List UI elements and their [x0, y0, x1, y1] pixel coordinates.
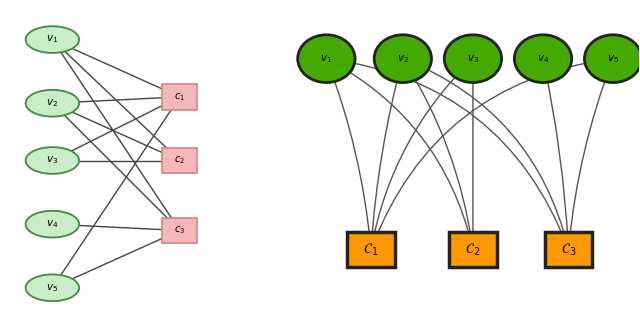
- FancyBboxPatch shape: [163, 148, 197, 173]
- FancyBboxPatch shape: [449, 232, 497, 267]
- FancyBboxPatch shape: [545, 232, 593, 267]
- Text: $\mathit{v}_3$: $\mathit{v}_3$: [467, 53, 479, 65]
- Text: $v_5$: $v_5$: [46, 282, 58, 294]
- Circle shape: [26, 211, 79, 238]
- Text: $v_1$: $v_1$: [46, 34, 58, 46]
- Text: $\mathit{v}_2$: $\mathit{v}_2$: [397, 53, 409, 65]
- Text: $\mathit{v}_1$: $\mathit{v}_1$: [320, 53, 332, 65]
- Text: $\mathit{v}_4$: $\mathit{v}_4$: [537, 53, 549, 65]
- FancyArrowPatch shape: [543, 61, 568, 247]
- FancyArrowPatch shape: [329, 59, 568, 247]
- Text: $v_4$: $v_4$: [46, 218, 58, 230]
- Ellipse shape: [298, 35, 355, 82]
- Text: $\mathcal{C}_1$: $\mathcal{C}_1$: [364, 241, 379, 258]
- Text: $v_2$: $v_2$: [46, 97, 58, 109]
- Text: $\mathcal{C}_3$: $\mathcal{C}_3$: [561, 241, 576, 258]
- FancyBboxPatch shape: [163, 218, 197, 243]
- Text: $c_1$: $c_1$: [174, 91, 186, 103]
- Ellipse shape: [515, 35, 572, 82]
- FancyBboxPatch shape: [347, 232, 395, 267]
- FancyArrowPatch shape: [329, 60, 472, 247]
- FancyBboxPatch shape: [163, 84, 197, 109]
- Circle shape: [26, 147, 79, 174]
- Text: $\mathcal{C}_2$: $\mathcal{C}_2$: [465, 241, 481, 258]
- Circle shape: [26, 26, 79, 53]
- FancyArrowPatch shape: [371, 61, 471, 247]
- Ellipse shape: [584, 35, 640, 82]
- Text: $c_2$: $c_2$: [174, 155, 185, 166]
- Circle shape: [26, 274, 79, 301]
- Circle shape: [26, 90, 79, 117]
- Ellipse shape: [444, 35, 502, 82]
- FancyArrowPatch shape: [371, 61, 402, 247]
- Text: $\mathit{v}_5$: $\mathit{v}_5$: [607, 53, 619, 65]
- Text: $v_3$: $v_3$: [46, 155, 58, 166]
- FancyArrowPatch shape: [372, 59, 611, 247]
- Ellipse shape: [374, 35, 431, 82]
- Text: $c_3$: $c_3$: [174, 225, 186, 236]
- FancyArrowPatch shape: [405, 60, 568, 247]
- FancyArrowPatch shape: [328, 61, 371, 247]
- FancyArrowPatch shape: [404, 61, 472, 247]
- FancyArrowPatch shape: [569, 61, 612, 247]
